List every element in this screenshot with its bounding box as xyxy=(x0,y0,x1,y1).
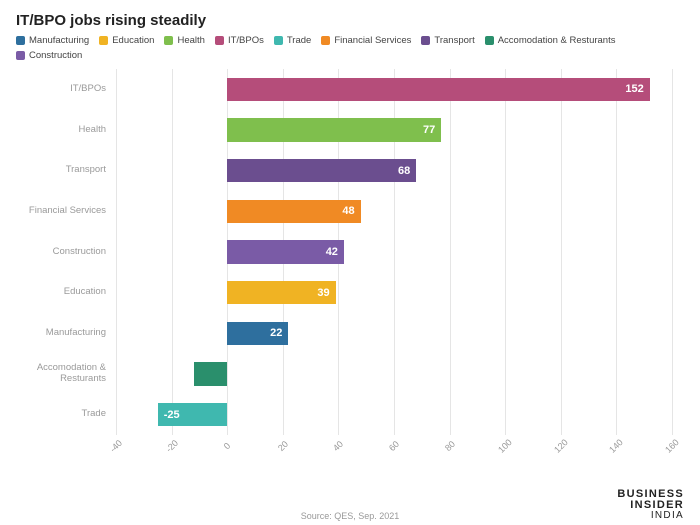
legend-swatch xyxy=(99,36,108,45)
category-label: Transport xyxy=(16,165,116,176)
legend-swatch xyxy=(215,36,224,45)
bar-value-label: 152 xyxy=(625,83,643,95)
x-tick-label: -20 xyxy=(163,438,179,454)
legend-swatch xyxy=(164,36,173,45)
category-label: Education xyxy=(16,287,116,298)
x-tick-label: 140 xyxy=(608,437,626,455)
legend-label: Health xyxy=(177,35,204,46)
brand-sub: INDIA xyxy=(651,510,684,521)
grid-line xyxy=(672,69,673,435)
brand-logo: BUSINESS INSIDER INDIA xyxy=(617,489,684,521)
chart-area: IT/BPOs 152 Health 77 Transport 68 Financial S… xyxy=(16,69,684,469)
bar-row: Accomodation & Resturants xyxy=(16,354,672,395)
legend-label: IT/BPOs xyxy=(228,35,264,46)
legend-item: IT/BPOs xyxy=(215,35,264,46)
legend-item: Accomodation & Resturants xyxy=(485,35,616,46)
bar-rows: IT/BPOs 152 Health 77 Transport 68 Financial S… xyxy=(16,69,672,435)
legend-label: Transport xyxy=(434,35,474,46)
legend-item: Construction xyxy=(16,50,82,61)
x-axis-labels: -40-20020406080100120140160 xyxy=(116,441,672,455)
category-label: Manufacturing xyxy=(16,328,116,339)
legend: Manufacturing Education Health IT/BPOs Trade… xyxy=(16,35,684,61)
legend-swatch xyxy=(485,36,494,45)
bar: 22 xyxy=(227,322,288,346)
bar-row: IT/BPOs 152 xyxy=(16,69,672,110)
legend-swatch xyxy=(16,36,25,45)
bar-value-label: 22 xyxy=(270,327,282,339)
legend-label: Financial Services xyxy=(334,35,411,46)
bar-zone: -25 xyxy=(116,394,672,435)
bar-row: Financial Services 48 xyxy=(16,191,672,232)
bar: 48 xyxy=(227,200,360,224)
x-tick-label: 0 xyxy=(222,441,233,452)
legend-item: Trade xyxy=(274,35,311,46)
legend-label: Construction xyxy=(29,50,82,61)
bar-zone xyxy=(116,354,672,395)
category-label: Trade xyxy=(16,409,116,420)
bar: 77 xyxy=(227,118,441,142)
source-text: Source: QES, Sep. 2021 xyxy=(301,511,400,521)
legend-swatch xyxy=(16,51,25,60)
category-label: Financial Services xyxy=(16,206,116,217)
bar-row: Transport 68 xyxy=(16,150,672,191)
legend-item: Manufacturing xyxy=(16,35,89,46)
chart-title: IT/BPO jobs rising steadily xyxy=(16,12,684,29)
bar-value-label: 48 xyxy=(342,205,354,217)
bar-row: Trade -25 xyxy=(16,394,672,435)
legend-item: Education xyxy=(99,35,154,46)
legend-item: Health xyxy=(164,35,204,46)
x-tick-label: 20 xyxy=(276,439,290,453)
bar-value-label: 39 xyxy=(317,287,329,299)
bar-row: Education 39 xyxy=(16,272,672,313)
bar-zone: 48 xyxy=(116,191,672,232)
legend-label: Manufacturing xyxy=(29,35,89,46)
bar-row: Health 77 xyxy=(16,110,672,151)
bar: -25 xyxy=(158,403,228,427)
bar-row: Manufacturing 22 xyxy=(16,313,672,354)
chart-container: IT/BPO jobs rising steadily Manufacturin… xyxy=(0,0,700,525)
legend-item: Financial Services xyxy=(321,35,411,46)
legend-item: Transport xyxy=(421,35,474,46)
x-tick-label: 100 xyxy=(496,437,514,455)
x-tick-label: 120 xyxy=(552,437,570,455)
category-label: IT/BPOs xyxy=(16,84,116,95)
legend-label: Accomodation & Resturants xyxy=(498,35,616,46)
bar: 152 xyxy=(227,78,650,102)
x-tick-label: 60 xyxy=(387,439,401,453)
bar: 68 xyxy=(227,159,416,183)
legend-swatch xyxy=(321,36,330,45)
bar-value-label: 77 xyxy=(423,124,435,136)
legend-label: Education xyxy=(112,35,154,46)
bar-zone: 42 xyxy=(116,232,672,273)
x-tick-label: 80 xyxy=(443,439,457,453)
x-tick-label: 160 xyxy=(663,437,681,455)
bar-zone: 68 xyxy=(116,150,672,191)
bar-value-label: -25 xyxy=(164,409,180,421)
bar-value-label: 68 xyxy=(398,165,410,177)
bar-zone: 22 xyxy=(116,313,672,354)
bar: 42 xyxy=(227,240,344,264)
category-label: Construction xyxy=(16,247,116,258)
bar-zone: 77 xyxy=(116,110,672,151)
x-tick-label: 40 xyxy=(331,439,345,453)
bar-zone: 152 xyxy=(116,69,672,110)
bar xyxy=(194,362,227,386)
category-label: Health xyxy=(16,125,116,136)
bar-value-label: 42 xyxy=(326,246,338,258)
category-label: Accomodation & Resturants xyxy=(16,363,116,385)
bar-row: Construction 42 xyxy=(16,232,672,273)
legend-swatch xyxy=(421,36,430,45)
bar-zone: 39 xyxy=(116,272,672,313)
legend-label: Trade xyxy=(287,35,311,46)
x-tick-label: -40 xyxy=(108,438,124,454)
bar: 39 xyxy=(227,281,335,305)
legend-swatch xyxy=(274,36,283,45)
